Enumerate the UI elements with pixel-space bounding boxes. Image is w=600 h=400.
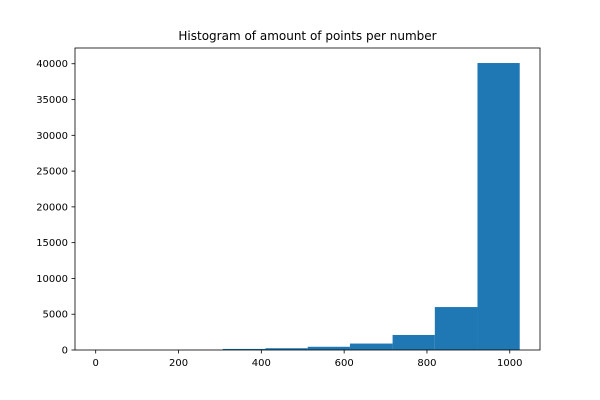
x-tick-label: 0 [93, 358, 99, 369]
histogram-bar-5 [265, 348, 308, 350]
y-tick-label: 20000 [36, 202, 68, 213]
histogram-bar-4 [222, 348, 266, 350]
plot-frame [74, 47, 541, 351]
y-tick-label: 40000 [36, 59, 68, 70]
y-tick-label: 10000 [36, 274, 68, 285]
histogram-bar-9 [434, 307, 478, 350]
x-tick-label: 400 [252, 358, 271, 369]
x-axis-ticks: 0 200 400 600 800 1000 [93, 350, 522, 369]
y-tick-label: 5000 [43, 310, 68, 321]
bars-group [95, 63, 520, 350]
chart-title: Histogram of amount of points per number [178, 29, 436, 43]
histogram-bar-8 [392, 334, 435, 350]
histogram-bar-6 [307, 346, 350, 350]
y-axis-ticks: 0 5000 10000 15000 20000 25000 30000 35000 40000 [36, 59, 75, 357]
y-tick-label: 25000 [36, 167, 68, 178]
histogram-bar-10 [477, 63, 520, 350]
x-tick-label: 600 [335, 358, 354, 369]
x-tick-label: 200 [169, 358, 188, 369]
y-tick-label: 0 [62, 346, 68, 357]
y-tick-label: 30000 [36, 131, 68, 142]
x-tick-label: 1000 [497, 358, 522, 369]
histogram-bar-7 [349, 343, 393, 350]
y-tick-label: 15000 [36, 238, 68, 249]
y-tick-label: 35000 [36, 95, 68, 106]
x-tick-label: 800 [417, 358, 436, 369]
